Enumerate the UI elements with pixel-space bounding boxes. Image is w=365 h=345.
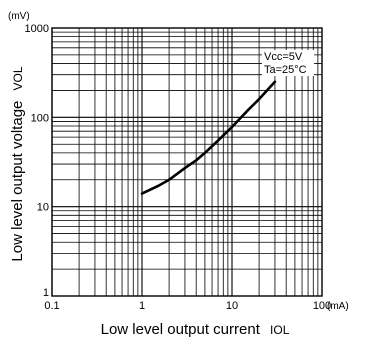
grid — [51, 28, 322, 297]
y-axis-label-symbol: VOL — [11, 66, 25, 90]
x-tick-label: 100 — [313, 300, 331, 312]
condition-vcc: Vcc=5V — [264, 51, 303, 63]
x-tick-label: 10 — [226, 300, 238, 312]
series-line-0 — [140, 80, 277, 195]
curve-layer — [140, 80, 277, 195]
x-axis-label: Low level output current IOL — [101, 321, 290, 338]
y-axis-label-text: Low level output voltage — [9, 101, 26, 262]
conditions-background — [262, 50, 314, 76]
plot-frame — [51, 27, 323, 297]
x-tick-label: 1 — [139, 300, 145, 312]
y-axis-label: Low level output voltage VOL — [9, 66, 26, 261]
conditions-annotation: Vcc=5V Ta=25°C — [262, 50, 314, 76]
y-tick-label: 1000 — [25, 23, 49, 35]
x-tick-label: 0.1 — [44, 300, 59, 312]
x-axis-label-text: Low level output current — [101, 321, 261, 338]
x-unit-label: (mA) — [327, 301, 349, 312]
y-tick-label: 1 — [43, 287, 49, 299]
y-tick-label: 10 — [37, 202, 49, 214]
y-tick-label: 100 — [31, 112, 49, 124]
condition-ta: Ta=25°C — [264, 64, 307, 76]
y-unit-label: (mV) — [8, 11, 30, 22]
x-axis-label-symbol: IOL — [270, 323, 290, 337]
